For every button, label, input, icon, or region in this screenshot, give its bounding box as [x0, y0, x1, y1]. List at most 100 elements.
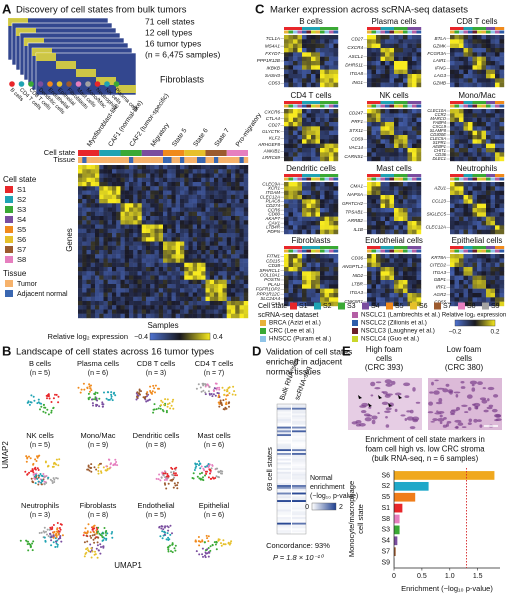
dataset-strip: [284, 30, 289, 34]
heatmap-cell: [499, 293, 505, 298]
heatmap-cell: [416, 258, 422, 263]
heatmap-cell: [116, 186, 121, 191]
heatmap-cell: [499, 208, 505, 213]
umap-point: [218, 403, 221, 405]
heatmap-cell: [184, 186, 189, 191]
heatmap-cell: [192, 224, 198, 229]
nucleus: [371, 419, 376, 425]
gene-label: TPSAB1: [345, 210, 363, 215]
heatmap-cell: [463, 143, 469, 149]
heatmap-cell: [209, 305, 215, 310]
heatmap-cell: [468, 152, 473, 157]
heatmap-cell: [450, 258, 455, 263]
heatmap-cell: [231, 177, 236, 183]
umap-point: [105, 538, 108, 541]
heatmap-cell: [231, 262, 236, 268]
heatmap-cell: [235, 169, 240, 174]
heatmap-cell: [297, 56, 303, 62]
heatmap-cell: [450, 43, 455, 49]
umap-point: [169, 533, 172, 536]
heatmap-cell: [454, 74, 460, 79]
heatmap-cell: [320, 69, 325, 75]
heatmap-cell: [320, 190, 325, 196]
heatmap-cell: [324, 139, 330, 144]
heatmap-cell: [293, 152, 298, 157]
dataset-strip: [333, 104, 339, 108]
umap-point: [91, 398, 93, 401]
heatmap-cell: [311, 69, 316, 75]
heatmap-cell: [450, 208, 455, 213]
heatmap-cell: [333, 135, 339, 140]
gene-label: SASH3: [265, 73, 281, 78]
heatmap-cell: [192, 207, 198, 212]
heatmap-cell: [78, 165, 83, 170]
heatmap-cell: [154, 271, 159, 276]
heatmap-cell: [184, 207, 189, 212]
heatmap-cell: [315, 216, 321, 222]
heatmap-cell: [154, 177, 159, 183]
heatmap-cell: [90, 224, 96, 229]
heatmap-cell: [320, 56, 325, 62]
umap-point: [165, 475, 168, 478]
heatmap-cell: [477, 301, 482, 307]
state-strip: [490, 174, 496, 177]
heatmap-cell: [385, 258, 390, 263]
heatmap-cell: [129, 292, 134, 297]
nucleus: [412, 418, 419, 423]
heatmap-cell: [154, 258, 159, 263]
heatmap-cell: [293, 56, 298, 62]
umap-point: [227, 387, 230, 389]
heatmap-cell: [243, 220, 249, 225]
heatmap-cell: [180, 216, 185, 221]
heatmap-cell: [175, 207, 181, 212]
heatmap-cell: [398, 301, 404, 307]
heatmap-cell: [398, 56, 404, 62]
heatmap-cell: [477, 139, 482, 144]
heatmap-cell: [454, 56, 460, 62]
heatmap-cell: [288, 212, 294, 217]
heatmap-cell: [454, 199, 460, 204]
umap-point: [160, 527, 163, 530]
heatmap-cell: [86, 182, 91, 187]
heatmap-cell: [284, 212, 289, 217]
heatmap-cell: [214, 177, 219, 183]
heatmap-cell: [284, 229, 289, 235]
heatmap-cell: [197, 203, 202, 208]
heatmap-cell: [450, 39, 455, 44]
heatmap-cell: [235, 296, 240, 302]
dataset-strip: [472, 104, 478, 108]
umap-point: [225, 407, 228, 410]
strip-cell: [292, 424, 306, 427]
heatmap-cell: [103, 190, 108, 195]
umap-point: [174, 472, 177, 475]
heatmap-cell: [389, 280, 395, 285]
dataset-strip: [306, 177, 312, 181]
nucleus: [471, 387, 476, 392]
umap-point: [224, 543, 227, 546]
heatmap-cell: [468, 190, 473, 196]
umap-point: [199, 541, 202, 543]
heatmap-cell: [463, 61, 469, 66]
heatmap-cell: [371, 288, 377, 294]
heatmap-cell: [490, 126, 496, 131]
heatmap-cell: [463, 182, 469, 187]
nucleus: [477, 381, 483, 386]
state-strip: [306, 27, 312, 30]
heatmap-cell: [129, 190, 134, 195]
heatmap-cell: [124, 241, 130, 246]
heatmap-cell: [231, 169, 236, 174]
heatmap-cell: [163, 267, 168, 272]
umap-point: [163, 403, 166, 406]
heatmap-cell: [209, 267, 215, 272]
umap-point: [46, 395, 49, 397]
heatmap-cell: [385, 284, 390, 289]
heatmap-cell: [167, 211, 172, 217]
heatmap-cell: [320, 39, 325, 44]
heatmap-cell: [154, 237, 159, 242]
heatmap-cell: [367, 135, 372, 140]
gene-label: AEBP1: [431, 144, 446, 149]
heatmap-cell: [120, 165, 125, 170]
heatmap-cell: [124, 301, 130, 306]
heatmap-cell: [412, 61, 417, 66]
state-strip: [450, 101, 455, 104]
